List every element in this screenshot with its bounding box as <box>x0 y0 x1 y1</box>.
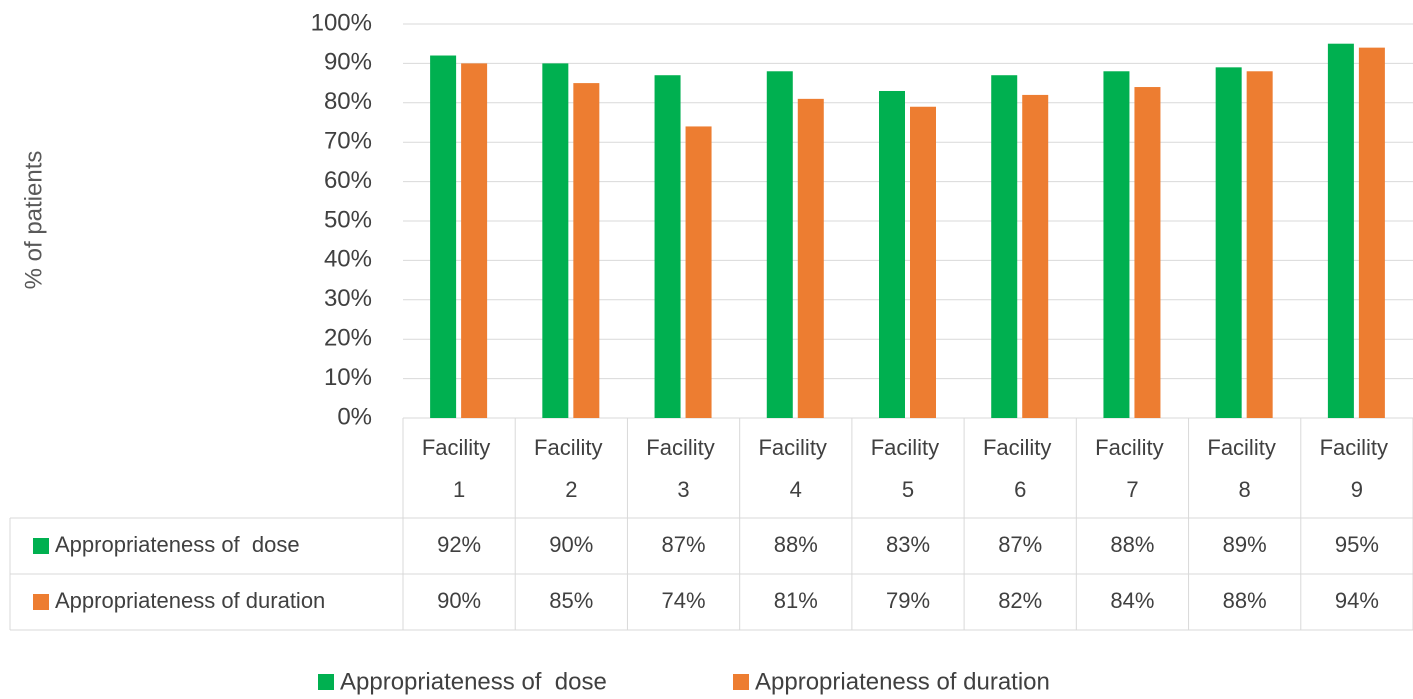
y-tick-label: 100% <box>311 9 372 36</box>
bar <box>542 63 569 419</box>
table-row-label: Appropriateness of dose <box>55 532 300 557</box>
data-label: 81% <box>774 588 818 613</box>
x-tick-label: Facility 5 <box>871 435 946 502</box>
bar <box>1246 71 1273 418</box>
x-tick-label: Facility 1 <box>422 435 497 502</box>
y-tick-label: 60% <box>324 167 372 194</box>
data-label: 84% <box>1110 588 1154 613</box>
bar <box>1103 71 1130 418</box>
y-tick-label: 20% <box>324 325 372 352</box>
bar <box>430 55 457 419</box>
y-tick-label: 80% <box>324 88 372 115</box>
x-tick-label: Facility 2 <box>534 435 609 502</box>
y-tick-label: 90% <box>324 49 372 76</box>
data-label: 79% <box>886 588 930 613</box>
table-row-label: Appropriateness of duration <box>55 588 325 613</box>
data-label: 90% <box>549 532 593 557</box>
data-label: 94% <box>1335 588 1379 613</box>
data-label: 82% <box>998 588 1042 613</box>
y-tick-label: 40% <box>324 246 372 273</box>
legend-key <box>733 674 749 690</box>
data-label: 74% <box>662 588 706 613</box>
bar <box>1215 67 1242 418</box>
bar <box>1358 47 1385 418</box>
x-tick-label: Facility 3 <box>646 435 721 502</box>
x-tick-label: Facility 7 <box>1095 435 1170 502</box>
data-label: 87% <box>662 532 706 557</box>
y-tick-label: 30% <box>324 285 372 312</box>
x-tick-label: Facility 8 <box>1207 435 1282 502</box>
legend-key <box>318 674 334 690</box>
table-legend-key <box>33 594 49 610</box>
data-label: 95% <box>1335 532 1379 557</box>
bar <box>1134 87 1161 418</box>
data-label: 89% <box>1223 532 1267 557</box>
y-axis-label: % of patients <box>20 151 47 290</box>
legend-label: Appropriateness of duration <box>755 668 1050 695</box>
x-tick-label: Facility 9 <box>1320 435 1395 502</box>
data-label: 90% <box>437 588 481 613</box>
data-label: 88% <box>1223 588 1267 613</box>
table-legend-key <box>33 538 49 554</box>
y-tick-label: 10% <box>324 364 372 391</box>
x-tick-label: Facility 6 <box>983 435 1058 502</box>
legend-label: Appropriateness of dose <box>340 668 607 695</box>
data-label: 87% <box>998 532 1042 557</box>
data-label: 85% <box>549 588 593 613</box>
y-tick-label: 70% <box>324 128 372 155</box>
bar <box>910 106 936 419</box>
bar <box>1327 43 1354 418</box>
bar <box>1022 94 1049 419</box>
bar <box>797 98 824 419</box>
data-label: 88% <box>774 532 818 557</box>
x-tick-label: Facility 4 <box>758 435 833 502</box>
data-label: 88% <box>1110 532 1154 557</box>
data-label: 83% <box>886 532 930 557</box>
y-tick-label: 50% <box>324 206 372 233</box>
bar <box>573 83 600 418</box>
bar <box>879 90 905 418</box>
y-tick-label: 0% <box>337 403 372 430</box>
bar <box>991 75 1018 418</box>
bar <box>685 126 712 418</box>
bar <box>654 75 681 418</box>
bar <box>461 63 488 419</box>
bar <box>766 71 793 418</box>
data-label: 92% <box>437 532 481 557</box>
